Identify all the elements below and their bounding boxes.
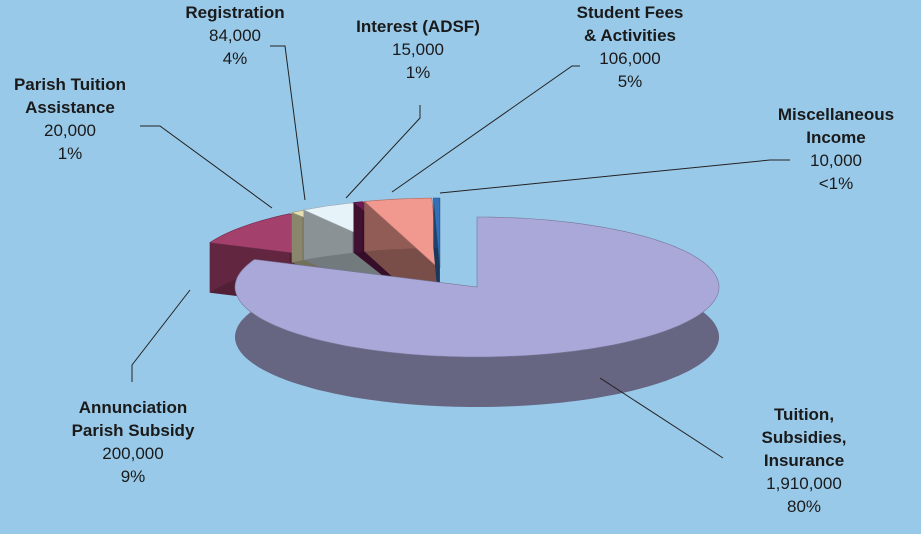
slice-name: Student Fees & Activities — [577, 3, 684, 45]
slice-name-line: & Activities — [584, 26, 676, 45]
slice-percent: 80% — [787, 497, 821, 516]
slice-name-line: Insurance — [764, 451, 844, 470]
slice-name: Tuition, Subsidies, Insurance — [761, 405, 846, 470]
leader-line — [131, 289, 191, 382]
slice-value: 20,000 — [44, 121, 96, 140]
slice-name-line: Miscellaneous — [778, 105, 894, 124]
leader-line — [391, 65, 580, 193]
slice-side — [353, 201, 363, 253]
slice-name-line: Student Fees — [577, 3, 684, 22]
slice-percent: <1% — [819, 174, 854, 193]
slice-name-line: Parish Tuition — [14, 75, 126, 94]
slice-name-line: Interest (ADSF) — [356, 17, 480, 36]
leader-line — [140, 125, 273, 209]
slice — [234, 216, 720, 358]
slice-percent: 1% — [406, 63, 431, 82]
leader-line — [345, 105, 421, 199]
leader-line — [599, 377, 724, 459]
slice-name-line: Registration — [185, 3, 284, 22]
slice-name-line: Parish Subsidy — [72, 421, 195, 440]
slice-name-line: Tuition, — [774, 405, 834, 424]
slice-name-line: Assistance — [25, 98, 115, 117]
slice-value: 106,000 — [599, 49, 660, 68]
slice-name-line: Subsidies, — [761, 428, 846, 447]
slice-name-line: Income — [806, 128, 866, 147]
slice-value: 1,910,000 — [766, 474, 842, 493]
slice-side — [291, 210, 303, 263]
leader-line — [270, 45, 306, 201]
slice-name: Registration — [185, 3, 284, 22]
slice-name: Interest (ADSF) — [356, 17, 480, 36]
slice-name: Parish Tuition Assistance — [14, 75, 126, 117]
pie — [208, 197, 720, 407]
slice-value: 84,000 — [209, 26, 261, 45]
leader-line — [439, 159, 790, 194]
slice-percent: 1% — [58, 144, 83, 163]
labels: Tuition, Subsidies, Insurance 1,910,000 80% A… — [14, 3, 894, 516]
slice-percent: 9% — [121, 467, 146, 486]
slice — [433, 197, 441, 269]
slice-name-line: Annunciation — [79, 398, 188, 417]
slice-value: 10,000 — [810, 151, 862, 170]
slice-name: Miscellaneous Income — [778, 105, 894, 147]
slice-percent: 5% — [618, 72, 643, 91]
slice-name: Annunciation Parish Subsidy — [72, 398, 195, 440]
slice-value: 15,000 — [392, 40, 444, 59]
slice-value: 200,000 — [102, 444, 163, 463]
slice-percent: 4% — [223, 49, 248, 68]
slice — [363, 197, 439, 269]
